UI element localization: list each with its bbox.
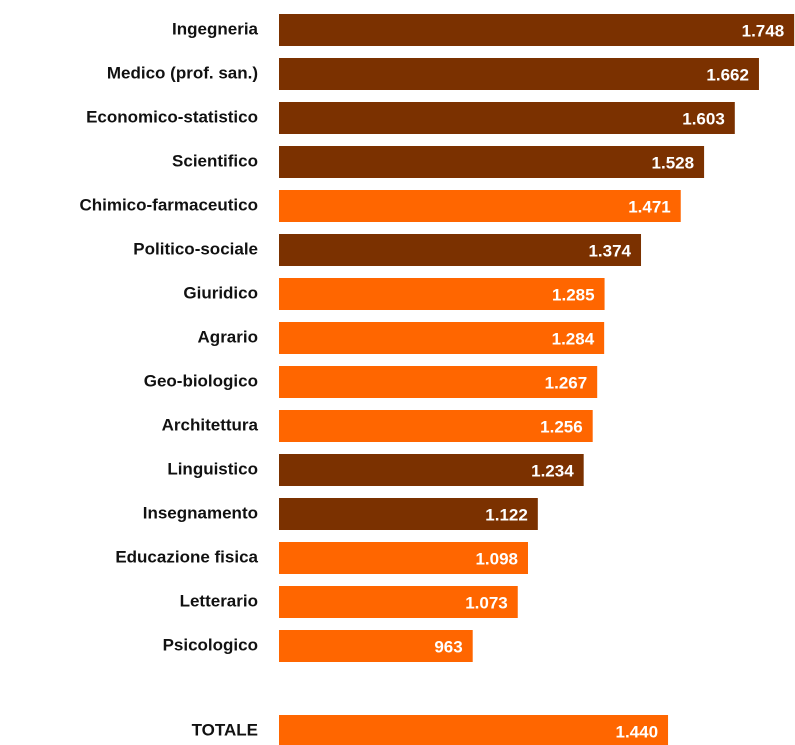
category-label: Scientifico bbox=[172, 151, 258, 170]
category-label: Medico (prof. san.) bbox=[107, 63, 258, 82]
category-label: Letterario bbox=[180, 591, 258, 610]
value-label: 1.122 bbox=[485, 505, 528, 524]
value-label: 1.440 bbox=[616, 722, 659, 741]
category-label: Economico-statistico bbox=[86, 107, 258, 126]
value-label: 1.073 bbox=[465, 593, 508, 612]
category-label: Geo-biologico bbox=[144, 371, 258, 390]
bar bbox=[279, 58, 759, 90]
value-label: 1.285 bbox=[552, 285, 595, 304]
value-label: 1.748 bbox=[742, 21, 785, 40]
value-label: 1.528 bbox=[652, 153, 695, 172]
category-label: Psicologico bbox=[163, 635, 258, 654]
category-label: Insegnamento bbox=[143, 503, 258, 522]
bar bbox=[279, 234, 642, 266]
bar bbox=[279, 630, 473, 662]
category-label: Ingegneria bbox=[172, 19, 259, 38]
bar bbox=[279, 14, 795, 46]
bar bbox=[279, 586, 518, 618]
bar bbox=[279, 322, 605, 354]
value-label: 1.267 bbox=[545, 373, 588, 392]
value-label: 1.256 bbox=[540, 417, 583, 436]
value-label: 1.098 bbox=[475, 549, 518, 568]
value-label: 1.234 bbox=[531, 461, 574, 480]
category-label: Educazione fisica bbox=[115, 547, 258, 566]
category-label: TOTALE bbox=[192, 720, 258, 739]
value-label: 1.603 bbox=[682, 109, 725, 128]
bar bbox=[279, 102, 735, 134]
bar bbox=[279, 190, 681, 222]
category-label: Politico-sociale bbox=[133, 239, 258, 258]
bar bbox=[279, 278, 605, 310]
value-label: 1.284 bbox=[552, 329, 595, 348]
category-label: Chimico-farmaceutico bbox=[79, 195, 258, 214]
value-label: 1.471 bbox=[628, 197, 671, 216]
bar bbox=[279, 366, 598, 398]
bar bbox=[279, 146, 705, 178]
bar bbox=[279, 454, 584, 486]
bar bbox=[279, 498, 538, 530]
bar bbox=[279, 542, 528, 574]
category-label: Architettura bbox=[162, 415, 259, 434]
category-label: Linguistico bbox=[167, 459, 258, 478]
value-label: 1.662 bbox=[706, 65, 749, 84]
category-label: Agrario bbox=[198, 327, 258, 346]
bar bbox=[279, 410, 593, 442]
value-label: 1.374 bbox=[588, 241, 631, 260]
category-label: Giuridico bbox=[183, 283, 258, 302]
bar bbox=[279, 715, 669, 745]
value-label: 963 bbox=[434, 637, 462, 656]
